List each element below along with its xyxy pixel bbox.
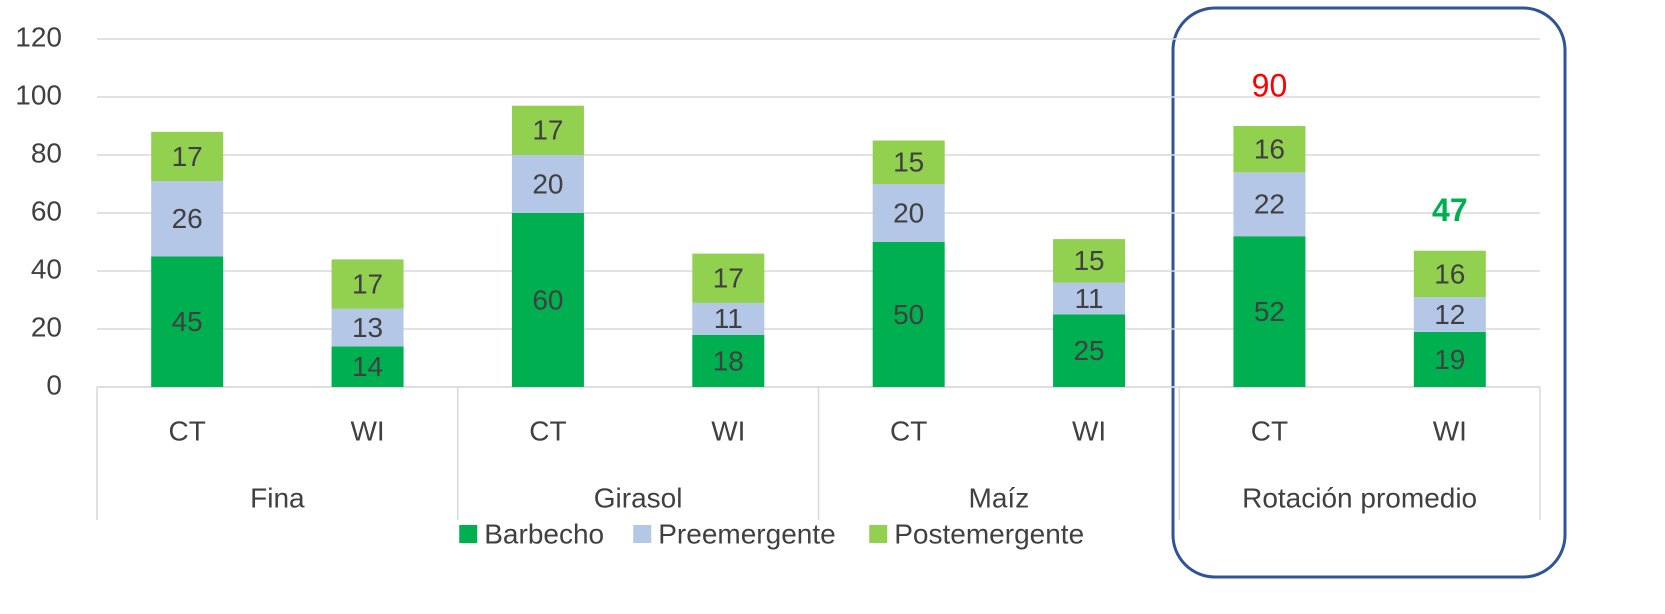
- x-tick-label: WI: [350, 415, 384, 446]
- y-tick-label: 120: [15, 21, 62, 52]
- bar-segment: [511, 105, 584, 155]
- bar-segment: [151, 181, 224, 257]
- bar-segment: [331, 308, 404, 347]
- data-label: 12: [1434, 299, 1465, 330]
- y-tick-label: 80: [31, 137, 62, 168]
- data-label: 60: [532, 284, 563, 315]
- y-tick-label: 0: [46, 369, 62, 400]
- data-label: 11: [714, 303, 743, 334]
- data-label: 13: [352, 312, 383, 343]
- bar-segment: [511, 213, 584, 387]
- bar-segment: [1053, 282, 1126, 315]
- legend-swatch: [869, 525, 888, 543]
- data-label: 16: [1254, 134, 1285, 165]
- data-label: 20: [532, 168, 563, 199]
- group-label: Fina: [250, 482, 305, 513]
- data-label: 17: [352, 268, 383, 299]
- bar-segment: [331, 346, 404, 387]
- bar-segment: [151, 131, 224, 182]
- legend-label: Barbecho: [484, 518, 604, 549]
- data-label: 20: [893, 197, 924, 228]
- bar-segment: [692, 334, 765, 387]
- highlight-frame: [1171, 6, 1567, 579]
- data-label: 25: [1073, 335, 1104, 366]
- data-label: 14: [352, 351, 383, 382]
- x-tick-label: WI: [711, 415, 745, 446]
- legend-swatch: [633, 525, 652, 543]
- bar-segment: [511, 155, 584, 213]
- bar-segment: [1053, 314, 1126, 387]
- total-label: 47: [1432, 192, 1468, 228]
- x-tick-label: WI: [1072, 415, 1106, 446]
- bar-segment: [1413, 297, 1486, 332]
- bar-segment: [1233, 236, 1306, 387]
- legend-label: Preemergente: [658, 518, 835, 549]
- data-label: 15: [893, 147, 924, 178]
- data-label: 52: [1254, 296, 1285, 327]
- total-label: 90: [1252, 67, 1288, 103]
- bar-segment: [692, 253, 765, 303]
- bar-segment: [872, 184, 945, 242]
- bar-segment: [1053, 239, 1126, 283]
- data-label: 22: [1254, 189, 1285, 220]
- bar-segment: [1233, 172, 1306, 237]
- bar-segment: [692, 302, 765, 335]
- group-label: Maíz: [969, 482, 1030, 513]
- x-tick-label: WI: [1433, 415, 1467, 446]
- data-label: 17: [713, 263, 744, 294]
- data-label: 11: [1075, 283, 1104, 314]
- legend-label: Postemergente: [894, 518, 1084, 549]
- bar-segment: [1233, 126, 1306, 173]
- y-tick-label: 60: [31, 195, 62, 226]
- y-tick-label: 20: [31, 311, 62, 342]
- data-label: 26: [172, 203, 203, 234]
- bar-segment: [1413, 331, 1486, 387]
- data-label: 17: [532, 115, 563, 146]
- legend-swatch: [459, 525, 478, 543]
- data-label: 16: [1434, 258, 1465, 289]
- x-tick-label: CT: [169, 415, 206, 446]
- data-label: 18: [713, 345, 744, 376]
- bar-segment: [872, 242, 945, 387]
- bar-segment: [872, 140, 945, 184]
- data-label: 50: [893, 299, 924, 330]
- x-tick-label: CT: [1251, 415, 1288, 446]
- bar-segment: [1413, 250, 1486, 298]
- x-tick-label: CT: [890, 415, 927, 446]
- y-tick-label: 40: [31, 253, 62, 284]
- data-label: 17: [172, 141, 203, 172]
- data-label: 45: [172, 306, 203, 337]
- bar-segment: [151, 256, 224, 387]
- group-label: Girasol: [594, 482, 683, 513]
- bar-segment: [331, 259, 404, 309]
- group-label: Rotación promedio: [1242, 482, 1477, 513]
- data-label: 19: [1434, 344, 1465, 375]
- data-label: 15: [1073, 245, 1104, 276]
- x-tick-label: CT: [529, 415, 566, 446]
- y-tick-label: 100: [15, 79, 62, 110]
